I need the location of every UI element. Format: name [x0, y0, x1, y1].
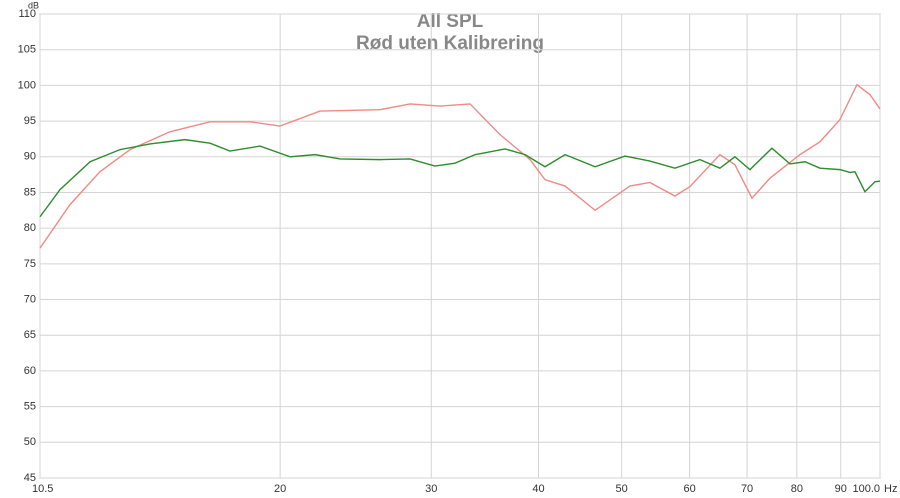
x-tick-label: 90: [835, 483, 847, 495]
y-tick-label: 110: [18, 8, 36, 20]
x-tick-label: 70: [741, 483, 753, 495]
y-tick-label: 85: [24, 186, 36, 198]
x-tick-label: 80: [791, 483, 803, 495]
y-tick-label: 95: [24, 115, 36, 127]
y-tick-label: 80: [24, 222, 36, 234]
x-tick-label: 60: [683, 483, 695, 495]
y-tick-label: 55: [24, 401, 36, 413]
x-tick-label: 40: [532, 483, 544, 495]
y-tick-label: 50: [24, 436, 36, 448]
x-tick-label: 100.0: [852, 483, 880, 495]
series-line: [39, 138, 881, 218]
series-line: [39, 83, 881, 249]
x-tick-label: 50: [616, 483, 628, 495]
y-axis-label: dB: [28, 0, 39, 10]
y-tick-label: 100: [18, 79, 36, 91]
y-tick-label: 75: [24, 258, 36, 270]
x-axis-label: Hz: [884, 483, 897, 495]
y-tick-label: 105: [18, 44, 36, 56]
y-tick-label: 70: [24, 293, 36, 305]
chart-subtitle: Rød uten Kalibrering: [356, 33, 544, 54]
y-tick-label: 90: [24, 151, 36, 163]
x-tick-label: 20: [274, 483, 286, 495]
x-tick-label: 30: [425, 483, 437, 495]
chart-title: All SPL: [417, 11, 484, 32]
x-tick-label: 10.5: [32, 483, 53, 495]
y-tick-label: 65: [24, 329, 36, 341]
plot-area: [39, 13, 881, 479]
y-tick-label: 45: [24, 472, 36, 484]
y-tick-label: 60: [24, 365, 36, 377]
